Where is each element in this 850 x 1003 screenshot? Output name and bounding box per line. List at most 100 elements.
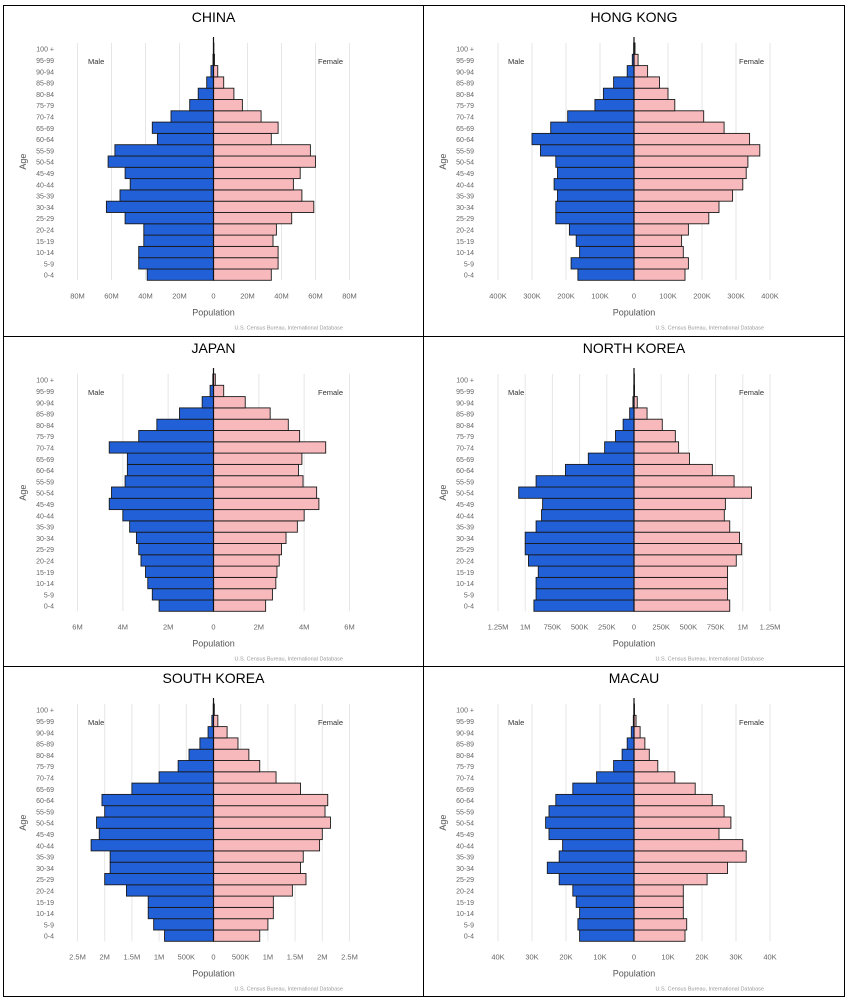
age-tick-label: 5-9 (464, 922, 474, 929)
x-tick-label: 1.25M (760, 622, 781, 631)
x-tick-label: 0 (632, 291, 636, 300)
female-bar (213, 726, 228, 739)
x-tick-label: 200K (557, 291, 575, 300)
male-bar (143, 223, 214, 236)
female-bar (213, 155, 316, 168)
x-tick-label: 10K (593, 952, 606, 961)
male-bar (140, 554, 214, 567)
age-tick-label: 45-49 (36, 171, 54, 178)
age-tick-label: 25-29 (36, 877, 54, 884)
female-bar (633, 737, 646, 750)
source-credit: U.S. Census Bureau, International Databa… (234, 325, 343, 331)
age-tick-label: 90-94 (36, 69, 54, 76)
male-bar (565, 463, 635, 477)
female-bar (633, 452, 690, 465)
male-bar (108, 441, 214, 454)
x-tick-label: 6M (72, 622, 82, 631)
x-tick-label: 20K (695, 952, 708, 961)
male-bar (158, 771, 214, 784)
x-tick-label: 6M (344, 622, 354, 631)
male-bar (615, 430, 635, 443)
female-bar (213, 497, 320, 511)
female-bar (213, 257, 279, 270)
chart-title: CHINA (191, 9, 236, 25)
x-tick-label: 1.5M (287, 952, 304, 961)
x-tick-label: 100K (591, 291, 609, 300)
age-tick-label: 75-79 (456, 434, 474, 441)
female-bar (213, 827, 323, 841)
female-bar (213, 884, 293, 897)
x-tick-label: 20M (172, 291, 187, 300)
age-tick-label: 15-19 (36, 900, 54, 907)
male-bar (124, 475, 214, 488)
male-bar (107, 155, 214, 168)
x-tick-label: 400K (761, 291, 779, 300)
female-bar (633, 726, 641, 739)
age-tick-label: 45-49 (456, 171, 474, 178)
x-tick-label: 1M (263, 952, 273, 961)
age-tick-label: 65-69 (36, 126, 54, 133)
age-tick-label: 100 + (36, 378, 54, 385)
age-tick-label: 65-69 (36, 457, 54, 464)
x-tick-label: 400K (489, 291, 507, 300)
male-bar (122, 509, 214, 522)
age-tick-label: 40-44 (36, 513, 54, 520)
x-tick-label: 1.25M (488, 622, 509, 631)
source-credit: U.S. Census Bureau, International Databa… (655, 986, 764, 992)
age-tick-label: 75-79 (36, 434, 54, 441)
age-tick-label: 0-4 (464, 934, 474, 941)
age-tick-label: 60-64 (36, 468, 54, 475)
age-tick-label: 50-54 (36, 160, 54, 167)
age-tick-label: 95-99 (456, 719, 474, 726)
source-credit: U.S. Census Bureau, International Databa… (655, 325, 764, 331)
male-bar (164, 929, 214, 942)
y-axis-label: Age (438, 815, 448, 831)
male-bar (558, 850, 635, 863)
male-bar (587, 452, 635, 465)
age-tick-label: 15-19 (36, 239, 54, 246)
x-tick-label: 750K (707, 622, 725, 631)
male-label: Male (508, 57, 524, 66)
male-bar (567, 110, 635, 123)
female-bar (213, 212, 293, 225)
x-axis-label: Population (613, 307, 656, 317)
female-bar (633, 234, 683, 247)
male-bar (555, 155, 635, 168)
age-tick-label: 60-64 (456, 468, 474, 475)
male-bar (541, 509, 635, 522)
age-tick-label: 15-19 (456, 239, 474, 246)
male-bar (557, 189, 635, 202)
age-tick-label: 40-44 (36, 843, 54, 850)
female-bar (633, 110, 705, 123)
female-bar (213, 121, 279, 134)
age-tick-label: 10-14 (456, 911, 474, 918)
age-tick-label: 25-29 (36, 547, 54, 554)
female-bar (213, 76, 225, 89)
x-axis-label: Population (192, 968, 235, 978)
male-bar (542, 497, 635, 511)
female-bar (633, 565, 729, 578)
male-bar (621, 748, 635, 761)
x-tick-label: 300K (727, 291, 745, 300)
x-tick-label: 750K (544, 622, 562, 631)
male-bar (104, 873, 214, 886)
age-tick-label: 55-59 (456, 479, 474, 486)
male-bar (575, 895, 635, 908)
male-label: Male (88, 388, 104, 397)
age-tick-label: 35-39 (456, 855, 474, 862)
x-tick-label: 0 (211, 952, 215, 961)
male-bar (189, 99, 214, 112)
grid-divider-row-2 (4, 666, 844, 667)
male-bar (158, 599, 214, 612)
male-bar (622, 418, 635, 431)
female-bar (213, 189, 303, 202)
age-tick-label: 85-89 (456, 412, 474, 419)
female-bar (633, 245, 684, 259)
male-bar (577, 918, 635, 931)
female-label: Female (318, 388, 343, 397)
female-bar (633, 268, 686, 281)
age-tick-label: 65-69 (456, 457, 474, 464)
male-bar (579, 906, 635, 920)
age-tick-label: 55-59 (456, 148, 474, 155)
female-bar (633, 144, 761, 157)
